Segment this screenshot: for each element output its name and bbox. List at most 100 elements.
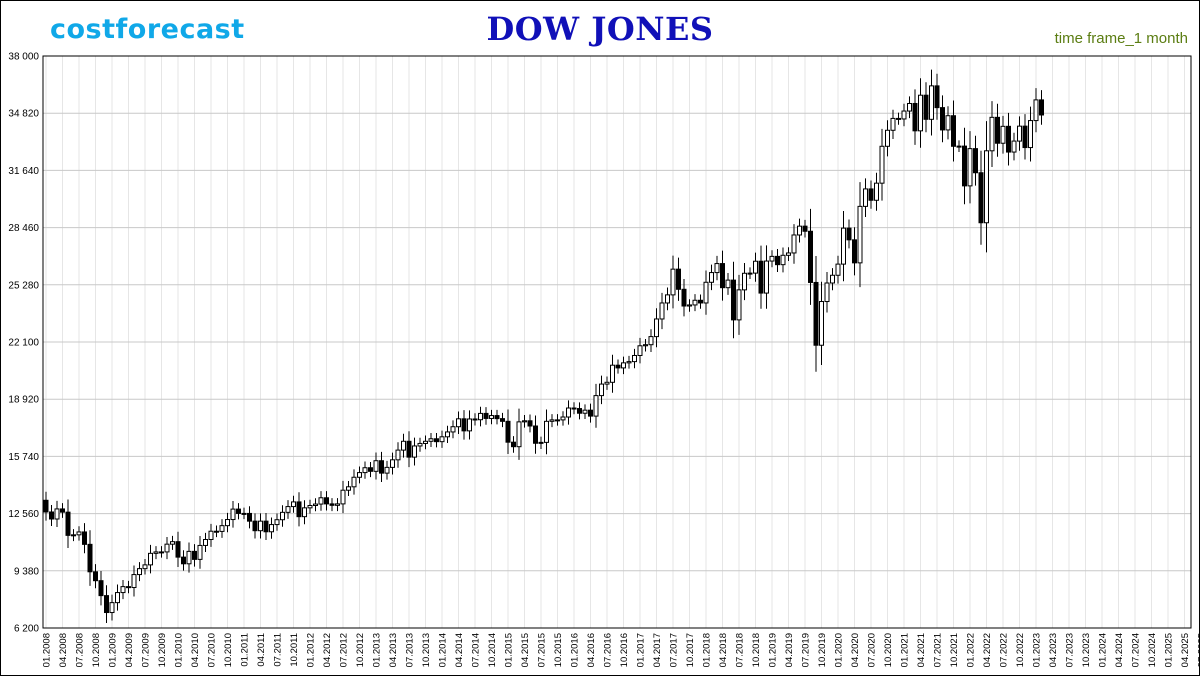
candle-body (533, 425, 538, 444)
candle (874, 172, 879, 211)
candle-body (989, 116, 995, 152)
candle-body (461, 418, 467, 432)
candle-body (967, 148, 973, 187)
candle-body (522, 420, 527, 423)
candle-body (197, 544, 203, 560)
candle (802, 219, 808, 238)
x-tick-label: 04.2013 (388, 633, 399, 667)
candle-body (808, 230, 813, 283)
candle-body (780, 254, 786, 266)
candle (417, 437, 423, 452)
candle (214, 525, 219, 538)
candle-body (703, 281, 709, 304)
candle (780, 247, 786, 273)
candle (912, 89, 918, 145)
x-tick-label: 01.2015 (504, 633, 515, 667)
candle-body (351, 476, 357, 488)
candle (456, 411, 461, 434)
candle (505, 409, 511, 454)
candle (549, 414, 555, 428)
candle-body (621, 362, 626, 369)
x-tick-label: 04.2021 (916, 633, 927, 667)
candle (918, 78, 923, 148)
candle-body (225, 519, 230, 527)
candle-body (626, 361, 632, 364)
candle (368, 461, 373, 478)
candle (412, 437, 417, 466)
x-tick-label: 01.2008 (42, 633, 53, 667)
candle (687, 299, 692, 312)
candle (901, 103, 907, 127)
x-tick-label: 10.2018 (751, 633, 762, 667)
candle-body (65, 511, 71, 536)
candle (940, 95, 945, 143)
candle-body (555, 419, 560, 422)
brand-logo: costforecast (50, 14, 245, 45)
candle-body (687, 304, 692, 307)
candle-body (1017, 125, 1022, 142)
candle-body (368, 467, 373, 472)
candle (885, 120, 890, 157)
candle (555, 414, 560, 426)
candle (681, 278, 687, 317)
candle (379, 451, 384, 482)
candle-body (786, 252, 791, 256)
candle (764, 245, 769, 309)
candle-body (857, 205, 863, 264)
candle (1006, 112, 1011, 166)
candle-body (835, 263, 841, 276)
candle-body (1039, 99, 1044, 116)
candle (846, 219, 852, 249)
x-tick-label: 04.2010 (190, 633, 201, 667)
candles (43, 69, 1044, 623)
candle (962, 127, 967, 205)
candle-body (324, 497, 329, 505)
candle-body (1000, 125, 1006, 144)
x-tick-label: 04.2018 (718, 633, 729, 667)
candle (654, 308, 659, 348)
candle-body (219, 525, 225, 532)
candle (357, 466, 362, 484)
candle-body (192, 550, 197, 560)
candle (373, 452, 379, 480)
candle-body (714, 263, 720, 274)
candle-body (335, 503, 340, 506)
y-tick-label: 28 460 (8, 223, 39, 234)
candle-body (984, 150, 989, 224)
candle (929, 69, 934, 136)
candle-body (874, 182, 879, 201)
x-tick-label: 01.2024 (1098, 633, 1109, 667)
candle (643, 338, 648, 352)
candle (626, 355, 632, 369)
candle-body (747, 272, 753, 275)
candle-body (566, 407, 571, 418)
candle-body (43, 499, 49, 513)
x-tick-label: 01.2017 (636, 633, 647, 667)
candle-body (962, 145, 967, 187)
candle (401, 433, 406, 458)
candle-body (329, 503, 335, 506)
candle-body (698, 299, 703, 304)
candle-body (725, 279, 731, 289)
candle (291, 495, 296, 513)
candle-body (241, 512, 247, 515)
candle-body (450, 426, 456, 433)
candle (907, 96, 912, 119)
candle-body (60, 508, 65, 513)
candle (516, 408, 522, 460)
candle-body (291, 501, 296, 508)
candle-body (115, 592, 120, 604)
candle-body (764, 260, 769, 294)
candle-body (879, 145, 885, 184)
candle-body (681, 288, 687, 307)
x-tick-label: 07.2020 (867, 633, 878, 667)
candle-body (709, 272, 714, 283)
candle-body (582, 409, 588, 414)
candle (98, 570, 104, 606)
x-tick-label: 10.2016 (619, 633, 630, 667)
x-tick-label: 10.2019 (817, 633, 828, 667)
candle (181, 550, 186, 571)
x-tick-label: 10.2014 (487, 633, 498, 667)
x-tick-label: 07.2010 (207, 633, 218, 667)
x-tick-label: 10.2009 (157, 633, 168, 667)
